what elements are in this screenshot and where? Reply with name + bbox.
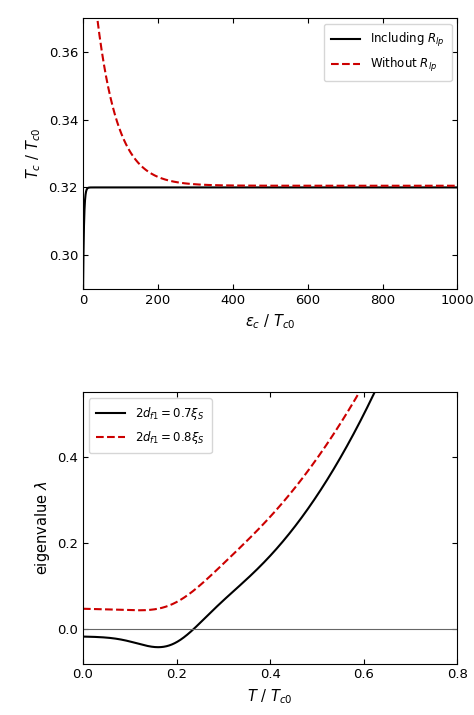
X-axis label: $\varepsilon_c$ / $T_{c0}$: $\varepsilon_c$ / $T_{c0}$ <box>245 312 295 331</box>
Legend: $2d_{f1}=0.7\xi_S$, $2d_{f1}=0.8\xi_S$: $2d_{f1}=0.7\xi_S$, $2d_{f1}=0.8\xi_S$ <box>89 398 212 453</box>
Y-axis label: eigenvalue $\lambda$: eigenvalue $\lambda$ <box>33 480 52 575</box>
Legend: Including $R_{lp}$, Without $R_{lp}$: Including $R_{lp}$, Without $R_{lp}$ <box>324 24 452 81</box>
Y-axis label: $T_c$ / $T_{c0}$: $T_c$ / $T_{c0}$ <box>24 128 43 179</box>
X-axis label: $T$ / $T_{c0}$: $T$ / $T_{c0}$ <box>247 687 293 706</box>
